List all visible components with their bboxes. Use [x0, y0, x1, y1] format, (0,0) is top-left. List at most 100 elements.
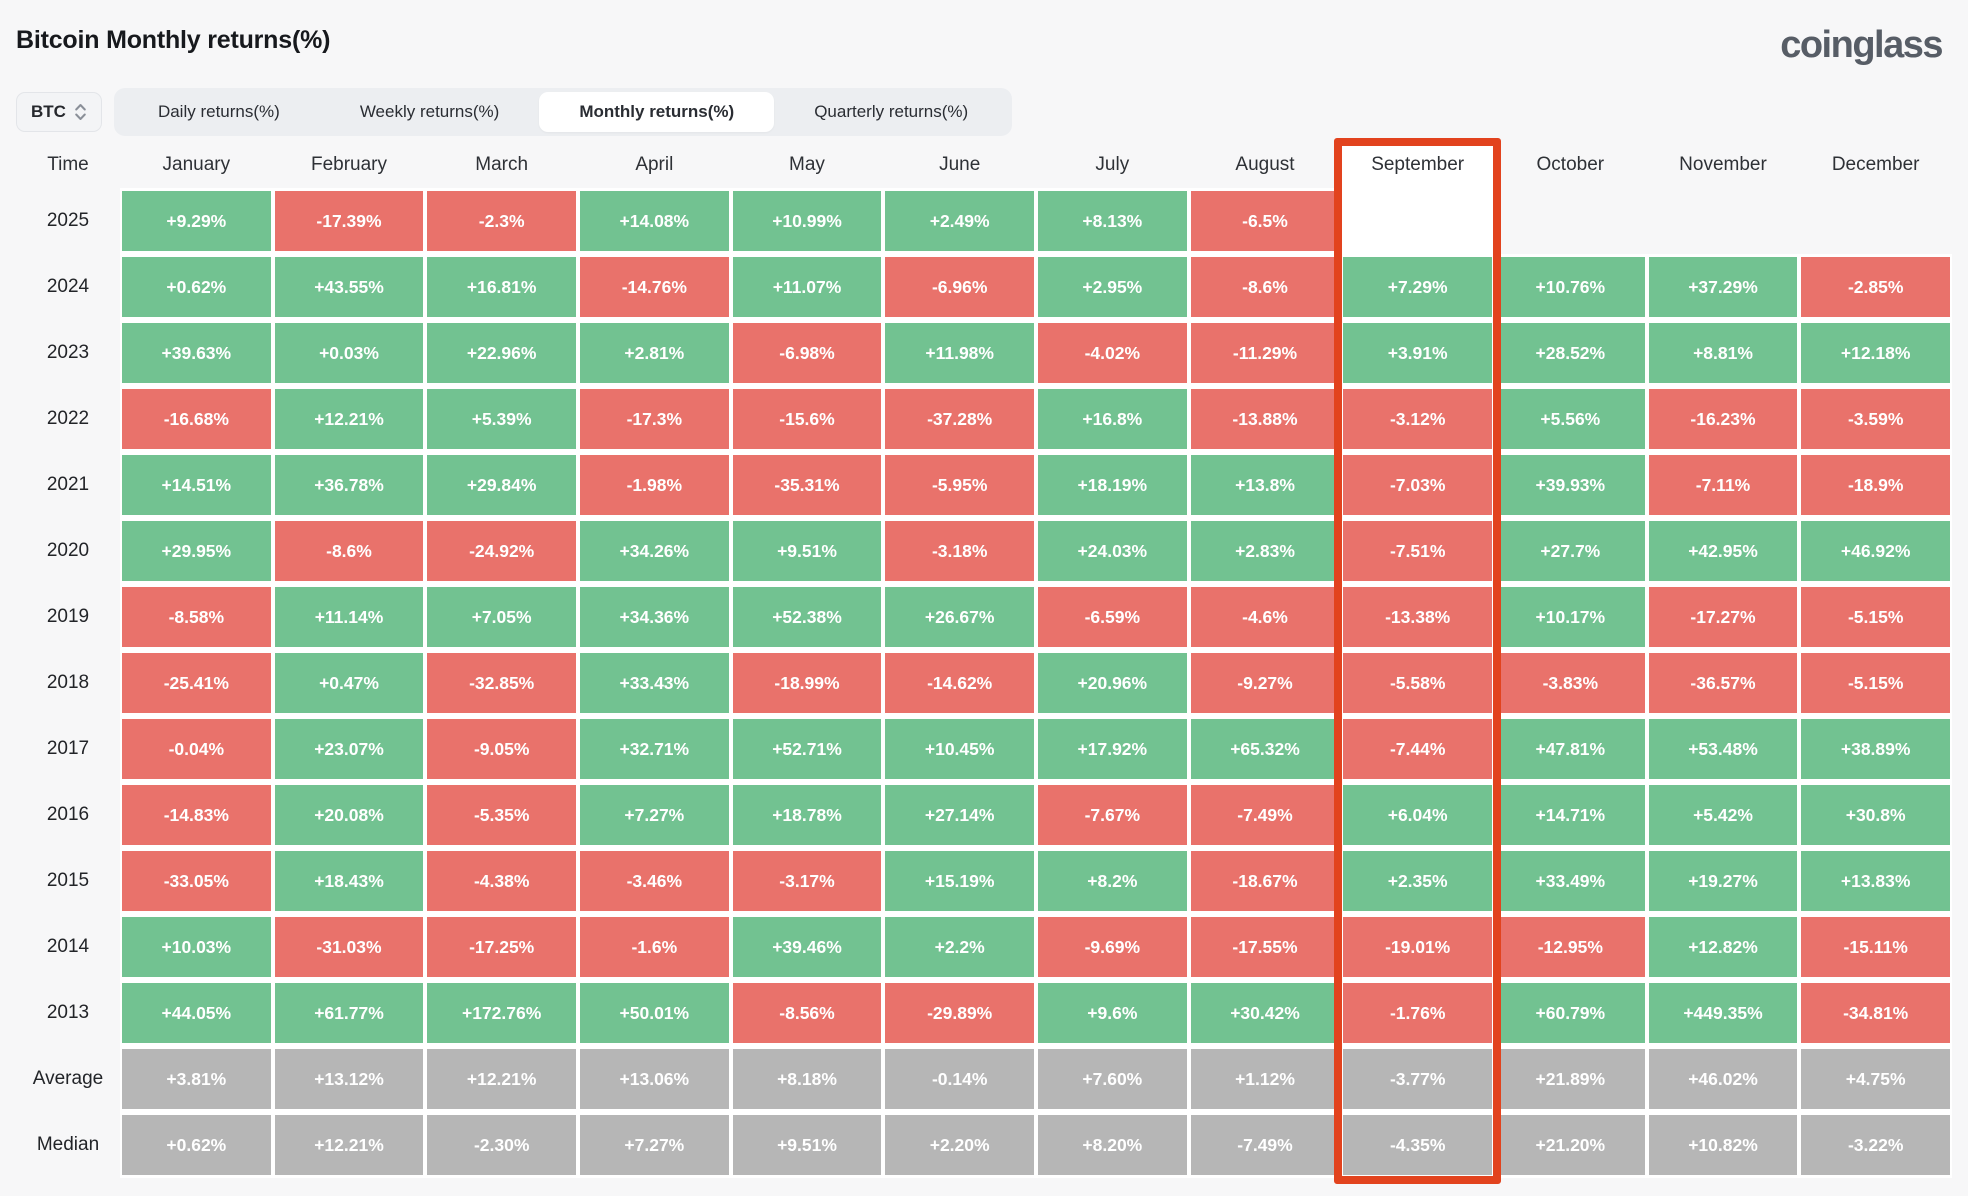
return-cell: +10.03% [120, 914, 273, 980]
return-cell: +34.26% [578, 518, 731, 584]
return-cell: +10.17% [1494, 584, 1647, 650]
return-cell: +27.7% [1494, 518, 1647, 584]
return-cell: +53.48% [1646, 716, 1800, 782]
return-cell: -37.28% [883, 386, 1036, 452]
return-cell: -7.11% [1646, 452, 1800, 518]
tab-quarterly-returns[interactable]: Quarterly returns(%) [814, 102, 969, 121]
return-cell: -31.03% [272, 914, 426, 980]
return-cell: -17.3% [578, 386, 731, 452]
return-cell: +29.84% [425, 452, 578, 518]
return-cell: -3.22% [1799, 1112, 1952, 1178]
updown-chevron-icon [74, 102, 87, 122]
return-cell: +12.82% [1646, 914, 1800, 980]
return-cell: +43.55% [272, 254, 426, 320]
month-header: August [1235, 154, 1295, 175]
return-cell: -5.58% [1341, 650, 1494, 716]
return-cell: -4.02% [1036, 320, 1189, 386]
return-cell: +0.62% [120, 1112, 273, 1178]
return-cell: -3.17% [730, 848, 884, 914]
tab-monthly-returns[interactable]: Monthly returns(%) [539, 92, 775, 132]
return-cell: +2.35% [1341, 848, 1494, 914]
return-cell: -4.6% [1188, 584, 1342, 650]
year-row-label: 2017 [46, 738, 90, 759]
return-cell: +9.51% [730, 1112, 884, 1178]
return-cell: -7.49% [1188, 782, 1342, 848]
return-cell: +5.39% [425, 386, 578, 452]
return-cell: +7.05% [425, 584, 578, 650]
return-cell: +8.2% [1036, 848, 1189, 914]
return-cell: +36.78% [272, 452, 426, 518]
month-header: December [1831, 154, 1920, 175]
return-cell: +12.21% [272, 1112, 426, 1178]
return-cell: -7.03% [1341, 452, 1494, 518]
return-cell: +52.38% [730, 584, 884, 650]
return-cell: -33.05% [120, 848, 273, 914]
return-cell: -5.15% [1799, 584, 1952, 650]
return-cell: +8.13% [1036, 188, 1189, 254]
year-row-label: 2016 [46, 804, 90, 825]
return-cell: -6.96% [883, 254, 1036, 320]
return-cell: -13.38% [1341, 584, 1494, 650]
return-cell: +5.56% [1494, 386, 1647, 452]
return-cell: -29.89% [883, 980, 1036, 1046]
return-cell: +2.95% [1036, 254, 1189, 320]
return-cell: -18.67% [1188, 848, 1342, 914]
return-cell: +33.49% [1494, 848, 1647, 914]
return-cell: -5.95% [883, 452, 1036, 518]
return-cell: +4.75% [1799, 1046, 1952, 1112]
return-cell: +172.76% [425, 980, 578, 1046]
return-cell: -16.68% [120, 386, 273, 452]
return-cell: +2.83% [1188, 518, 1342, 584]
toolbar: BTC Daily returns(%) Weekly returns(%) M… [16, 88, 1952, 136]
symbol-select[interactable]: BTC [16, 92, 102, 132]
return-cell: -9.05% [425, 716, 578, 782]
return-cell: +8.18% [730, 1046, 884, 1112]
return-cell: +7.29% [1341, 254, 1494, 320]
return-cell: -5.35% [425, 782, 578, 848]
return-cell: -2.85% [1799, 254, 1952, 320]
year-row-label: 2025 [46, 210, 90, 231]
return-cell: -3.12% [1341, 386, 1494, 452]
month-header: September [1341, 142, 1494, 188]
return-cell: +10.76% [1494, 254, 1647, 320]
return-cell: -17.55% [1188, 914, 1342, 980]
return-cell: -3.18% [883, 518, 1036, 584]
year-row-label: 2014 [46, 936, 90, 957]
return-cell: +14.51% [120, 452, 273, 518]
return-cell: +29.95% [120, 518, 273, 584]
month-header: July [1095, 154, 1130, 175]
return-cell: +11.07% [730, 254, 884, 320]
return-cell: +27.14% [883, 782, 1036, 848]
return-cell: +6.04% [1341, 782, 1494, 848]
return-cell: -9.69% [1036, 914, 1189, 980]
month-header: April [635, 154, 674, 175]
return-cell: +5.42% [1646, 782, 1800, 848]
return-cell: +0.47% [272, 650, 426, 716]
return-cell: -6.5% [1188, 188, 1342, 254]
return-cell: +32.71% [578, 716, 731, 782]
tab-daily-returns[interactable]: Daily returns(%) [157, 102, 280, 121]
return-cell: -3.83% [1494, 650, 1647, 716]
return-cell: +2.2% [883, 914, 1036, 980]
return-cell: +18.43% [272, 848, 426, 914]
return-cell: +38.89% [1799, 716, 1952, 782]
summary-row-label: Median [36, 1134, 100, 1155]
year-row-label: 2019 [46, 606, 90, 627]
return-cell: +34.36% [578, 584, 731, 650]
return-cell: +12.21% [272, 386, 426, 452]
year-row-label: 2020 [46, 540, 90, 561]
return-cell: +2.81% [578, 320, 731, 386]
return-cell: +9.29% [120, 188, 273, 254]
return-cell: +16.81% [425, 254, 578, 320]
return-cell: +21.20% [1494, 1112, 1647, 1178]
return-cell: +9.51% [730, 518, 884, 584]
month-header: March [475, 154, 529, 175]
return-cell: -25.41% [120, 650, 273, 716]
return-cell: -7.44% [1341, 716, 1494, 782]
tab-weekly-returns[interactable]: Weekly returns(%) [359, 102, 500, 121]
return-cell: +449.35% [1646, 980, 1800, 1046]
return-cell: +14.71% [1494, 782, 1647, 848]
page-title: Bitcoin Monthly returns(%) [16, 26, 331, 54]
return-cell: +10.82% [1646, 1112, 1800, 1178]
